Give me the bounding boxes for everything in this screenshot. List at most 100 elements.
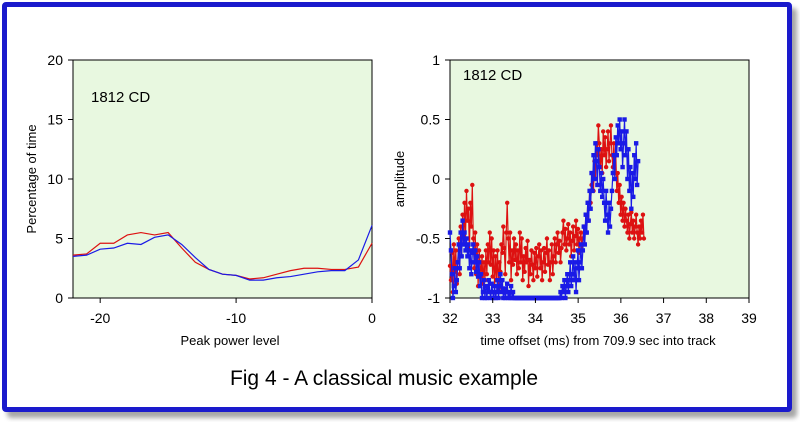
right-point-blue xyxy=(632,176,638,182)
right-point-blue xyxy=(489,281,494,286)
right-point-blue xyxy=(560,283,565,289)
right-point-red xyxy=(619,194,624,200)
right-point-blue xyxy=(580,248,586,253)
right-point-blue xyxy=(502,286,507,291)
right-point-blue xyxy=(567,277,572,283)
right-point-red xyxy=(622,224,627,229)
right-point-blue xyxy=(566,289,571,295)
right-point-red xyxy=(462,200,467,205)
right-point-blue xyxy=(619,129,624,134)
right-point-blue xyxy=(487,289,492,295)
right-point-blue xyxy=(572,260,578,265)
right-point-red xyxy=(607,141,613,146)
right-point-red xyxy=(578,230,584,235)
right-point-blue xyxy=(607,224,613,229)
left-series-line-blue xyxy=(72,225,373,281)
right-point-red xyxy=(503,272,508,277)
right-point-blue xyxy=(563,295,568,301)
right-point-blue xyxy=(476,260,482,265)
right-point-blue xyxy=(472,260,477,265)
right-point-blue xyxy=(493,295,498,301)
right-point-red xyxy=(633,212,639,217)
right-point-blue xyxy=(598,188,603,194)
right-point-red xyxy=(512,257,518,263)
right-point-red xyxy=(487,230,492,235)
right-point-blue xyxy=(595,182,600,188)
right-point-red xyxy=(606,158,612,164)
right-point-blue xyxy=(475,274,481,279)
right-inset-label: 1812 CD xyxy=(463,67,522,84)
right-point-red xyxy=(457,272,462,277)
right-y-tick-label: -1 xyxy=(428,290,441,306)
left-chart: -20 -10 0 0 5 10 15 20 1812 CD Peak power level… xyxy=(24,52,376,348)
right-point-blue xyxy=(571,277,577,283)
right-point-red xyxy=(560,230,565,235)
left-y-axis-label: Percentage of time xyxy=(24,124,39,233)
right-point-red xyxy=(523,245,528,251)
right-point-blue xyxy=(468,248,473,253)
right-point-blue xyxy=(473,248,478,253)
right-point-blue xyxy=(565,272,570,277)
right-point-blue xyxy=(622,117,627,122)
right-point-red xyxy=(468,200,473,205)
right-point-red xyxy=(526,283,531,289)
right-point-red xyxy=(524,260,529,265)
figure-caption: Fig 4 - A classical music example xyxy=(230,367,538,390)
right-point-red xyxy=(453,248,459,253)
right-point-red xyxy=(553,260,558,265)
right-point-blue xyxy=(579,266,585,271)
right-point-blue xyxy=(577,260,583,265)
right-point-red xyxy=(513,242,519,247)
right-point-blue xyxy=(631,194,636,200)
right-point-blue xyxy=(480,289,486,295)
right-point-red xyxy=(571,248,577,253)
right-x-tick-label: 34 xyxy=(528,310,544,326)
right-point-blue xyxy=(464,236,469,241)
right-point-blue xyxy=(506,289,512,295)
right-point-red xyxy=(465,218,470,223)
right-point-blue xyxy=(623,153,628,158)
right-point-red xyxy=(485,242,491,247)
right-point-blue xyxy=(483,283,489,289)
right-point-blue xyxy=(625,176,630,182)
right-point-red xyxy=(514,272,520,277)
right-point-blue xyxy=(634,182,640,188)
right-point-red xyxy=(451,242,457,247)
right-point-red xyxy=(548,260,554,265)
right-point-blue xyxy=(635,158,641,164)
right-point-blue xyxy=(447,230,453,235)
right-point-blue xyxy=(453,289,459,295)
right-ticks-group: 32 33 34 35 36 37 38 39 -1 -0.5 0 0.5 1 xyxy=(416,52,757,326)
right-point-blue xyxy=(465,254,470,259)
right-x-tick-label: 39 xyxy=(741,310,757,326)
right-point-red xyxy=(640,212,646,217)
right-point-blue xyxy=(582,242,587,247)
right-point-red xyxy=(546,248,552,253)
right-point-blue xyxy=(599,170,604,176)
right-point-blue xyxy=(627,188,632,194)
right-x-axis-label: time offset (ms) from 709.9 sec into tra… xyxy=(480,333,716,348)
right-point-red xyxy=(490,274,495,279)
right-point-red xyxy=(505,236,511,241)
right-point-red xyxy=(561,218,566,223)
right-point-blue xyxy=(498,272,503,277)
right-point-red xyxy=(520,277,525,283)
right-point-blue xyxy=(467,266,472,271)
right-point-blue xyxy=(448,248,454,253)
right-point-red xyxy=(515,248,521,253)
right-point-red xyxy=(572,233,578,239)
right-point-red xyxy=(604,147,610,152)
right-point-red xyxy=(502,245,507,251)
right-point-blue xyxy=(492,283,497,289)
right-point-red xyxy=(636,224,642,229)
right-point-blue xyxy=(449,272,455,277)
right-point-blue xyxy=(461,242,466,247)
right-point-blue xyxy=(450,295,456,301)
right-point-red xyxy=(544,236,550,241)
right-point-blue xyxy=(499,289,504,295)
right-point-blue xyxy=(615,123,620,128)
right-point-blue xyxy=(600,194,605,200)
right-point-red xyxy=(511,236,517,241)
right-point-blue xyxy=(473,269,479,275)
